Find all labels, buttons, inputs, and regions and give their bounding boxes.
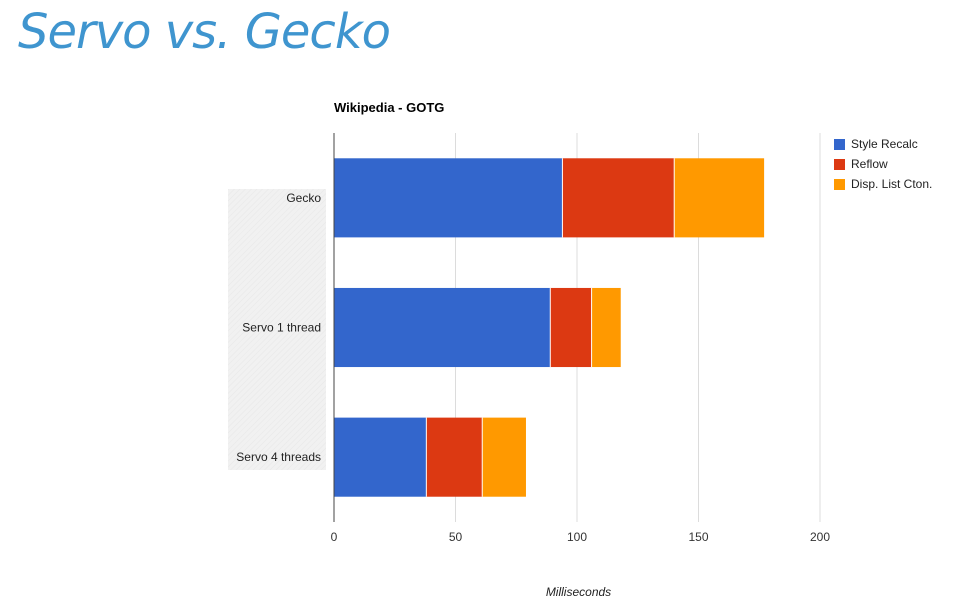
bar-segment[interactable] xyxy=(482,417,526,497)
bar-segment[interactable] xyxy=(674,158,765,238)
x-tick-label: 0 xyxy=(331,530,338,544)
legend-swatch-disp-list xyxy=(834,178,845,190)
legend-swatch-reflow xyxy=(834,158,845,170)
x-tick-label: 50 xyxy=(449,530,463,544)
category-label: Gecko xyxy=(286,191,321,205)
legend-swatch-style-recalc xyxy=(834,138,845,150)
x-tick-label: 150 xyxy=(688,530,708,544)
legend: Style Recalc Reflow Disp. List Cton. xyxy=(834,134,932,194)
legend-item[interactable]: Reflow xyxy=(834,154,932,174)
bar-segment[interactable] xyxy=(550,287,592,368)
x-tick-label: 100 xyxy=(567,530,587,544)
x-axis-title: Milliseconds xyxy=(545,585,612,599)
chart-title: Wikipedia - GOTG xyxy=(334,100,445,115)
legend-item[interactable]: Style Recalc xyxy=(834,134,932,154)
bar-segment[interactable] xyxy=(591,287,621,368)
legend-label: Style Recalc xyxy=(851,137,918,151)
bar-segment[interactable] xyxy=(334,417,427,497)
legend-item[interactable]: Disp. List Cton. xyxy=(834,174,932,194)
legend-label: Disp. List Cton. xyxy=(851,177,933,191)
bar-segment[interactable] xyxy=(562,158,675,238)
category-label: Servo 4 threads xyxy=(236,450,321,464)
tick-labels: 0 50 100 150 200 Gecko Servo 1 thread Servo 4 t… xyxy=(236,191,830,544)
slide-title: Servo vs. Gecko xyxy=(18,4,391,60)
bar-segment[interactable] xyxy=(334,158,563,238)
bar-segment[interactable] xyxy=(334,287,551,368)
category-band xyxy=(228,189,326,470)
bars xyxy=(334,158,765,497)
x-tick-label: 200 xyxy=(810,530,830,544)
bar-segment[interactable] xyxy=(426,417,483,497)
legend-label: Reflow xyxy=(851,157,888,171)
category-label: Servo 1 thread xyxy=(242,321,321,335)
